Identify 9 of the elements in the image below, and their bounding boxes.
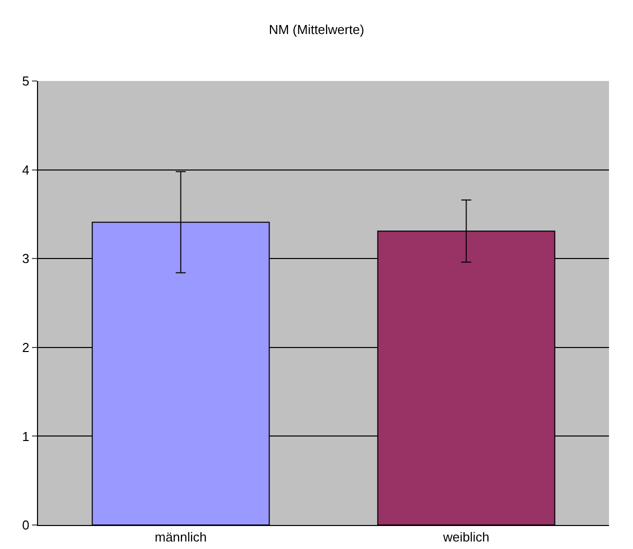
x-tick-label: männlich (154, 530, 207, 545)
y-tick-label: 0 (22, 518, 30, 533)
y-tick-label: 2 (22, 340, 30, 355)
y-tick-label: 3 (22, 251, 30, 266)
y-tick-label: 4 (22, 162, 30, 178)
y-tick-label: 5 (22, 74, 30, 89)
chart-title: NM (Mittelwerte) (268, 22, 364, 37)
y-tick-label: 1 (22, 428, 30, 444)
x-tick-label: weiblich (442, 530, 490, 545)
